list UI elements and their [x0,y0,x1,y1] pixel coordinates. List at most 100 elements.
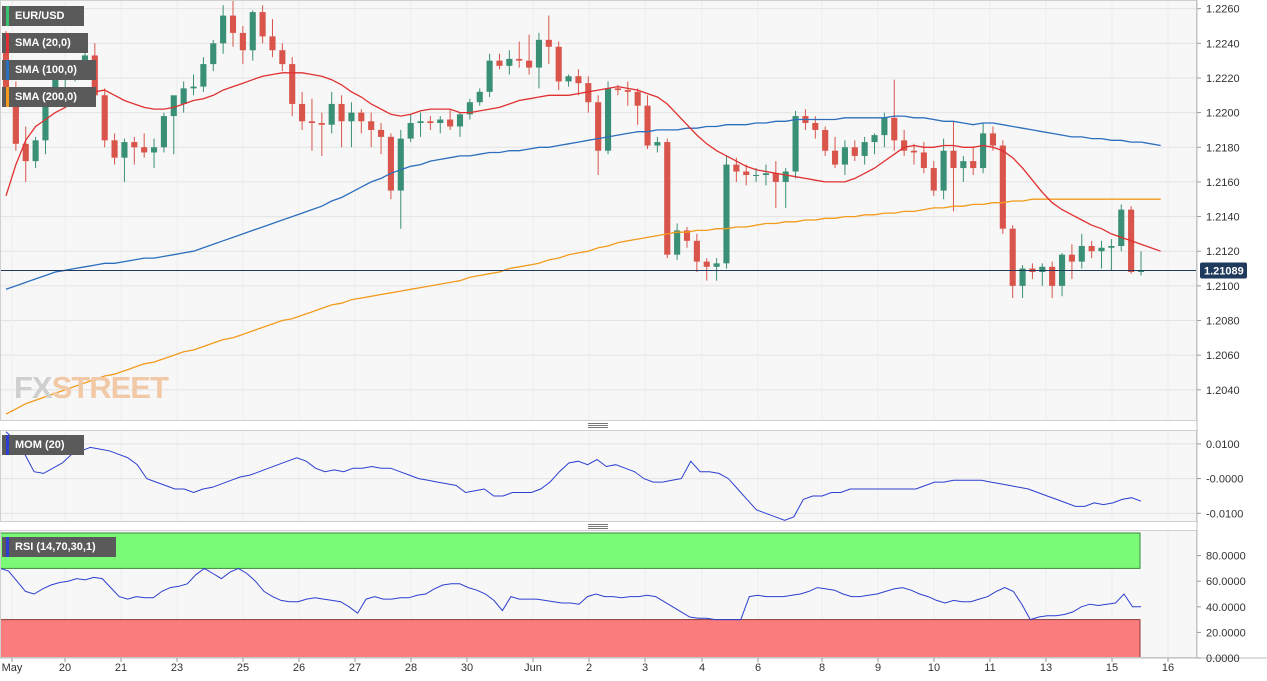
candle-bear [299,103,306,122]
sma100-label[interactable]: SMA (100,0) [2,60,96,80]
candle-bull [881,117,888,136]
candle-bull [417,121,424,124]
candle-bull [220,15,227,44]
candle-bear [526,60,533,68]
momentum-line [5,431,1142,521]
candle-bear [683,230,691,241]
candle-bull [762,173,770,175]
time-tick-label: 8 [819,662,825,674]
price-tick-label: 1.2200 [1206,108,1240,120]
sma20-swatch [6,33,9,53]
candle-bear [338,103,345,122]
candle-bear [516,58,523,61]
price-tick-label: 1.2220 [1206,73,1240,85]
candle-bear [575,76,582,84]
price-tick-label: 1.2240 [1206,38,1240,50]
candle-bull [654,142,661,146]
candle-bear [693,240,700,262]
sma100-line [5,115,1161,290]
candle-bull [604,88,612,151]
time-tick-label: 6 [755,662,761,674]
candle-bull [32,140,39,162]
time-tick-label: 26 [293,662,305,674]
candle-bull [249,12,256,51]
candle-bear [595,102,602,151]
candle-bull [1039,266,1046,273]
candle-bull [713,263,720,267]
candle-bear [111,140,118,158]
candle-bear [101,95,108,141]
sma20-line [5,72,1161,252]
candle-bear [585,83,592,103]
sma20-label[interactable]: SMA (20,0) [2,33,88,53]
time-tick-label: 20 [59,662,71,674]
candle-bear [358,112,365,122]
rsi-tick-label: 60.0000 [1206,576,1246,588]
rsi-label[interactable]: RSI (14,70,30,1) [2,537,116,557]
rsi-overbought-zone [0,532,1141,569]
candle-bear [743,171,750,175]
rsi-tick-label: 80.0000 [1206,551,1246,563]
time-tick-label: 30 [461,662,473,674]
candle-bear [368,121,375,130]
candle-bull [180,88,187,104]
time-tick-label: 16 [1162,662,1174,674]
symbol-label[interactable]: EUR/USD [2,6,84,26]
candle-bear [901,140,908,151]
time-tick-label: 21 [115,662,127,674]
price-tick-label: 1.2180 [1206,142,1240,154]
time-tick-label: 4 [699,662,705,674]
sma100-swatch [6,60,9,80]
candle-bull [674,230,681,255]
candle-bear [703,261,710,267]
candle-bull [150,147,158,153]
candle-bear [1049,266,1056,286]
candle-bull [960,161,967,169]
sma200-label[interactable]: SMA (200,0) [2,87,96,107]
candle-bull [348,112,355,122]
candle-bear [822,129,829,151]
candle-bull [476,91,483,103]
mom-swatch [6,435,9,455]
sma20-text: SMA (20,0) [15,37,71,49]
candle-bull [792,116,799,172]
candle-bull [397,138,404,191]
candle-bear [1009,228,1016,286]
mom-text: MOM (20) [15,439,65,451]
mom-label[interactable]: MOM (20) [2,435,84,455]
candle-bull [1078,246,1085,262]
price-tick-label: 1.2120 [1206,246,1240,258]
candle-bull [486,60,493,92]
candle-bear [427,121,434,124]
candle-bull [210,43,217,65]
candle-bull [407,123,414,139]
mom-tick-label: -0.0000 [1206,474,1243,486]
candle-bull [782,171,789,182]
candle-bull [466,102,473,115]
time-tick-label: 15 [1106,662,1118,674]
candle-bear [920,152,927,169]
rsi-tick-label: 40.0000 [1206,602,1246,614]
candle-bull [871,135,878,143]
candle-bear [289,64,296,104]
rsi-tick-label: 0.0000 [1206,653,1240,665]
candle-bull [980,133,987,169]
time-tick-label: 25 [237,662,249,674]
time-tick-label: 2 [586,662,592,674]
candle-bear [496,60,503,66]
candle-bull [42,100,49,141]
time-tick-label: Jun [524,662,542,674]
candle-bull [535,39,543,68]
candle-bull [190,86,197,89]
candle-bear [930,168,937,191]
candle-bear [1068,254,1075,262]
candle-bear [772,173,779,182]
candle-bear [447,119,454,127]
candle-bull [456,114,464,127]
time-tick-label: May [2,662,23,674]
price-tick-label: 1.2260 [1206,4,1240,16]
candle-bull [841,147,848,165]
candle-bear [279,50,286,65]
price-panel-bg [0,0,1197,421]
